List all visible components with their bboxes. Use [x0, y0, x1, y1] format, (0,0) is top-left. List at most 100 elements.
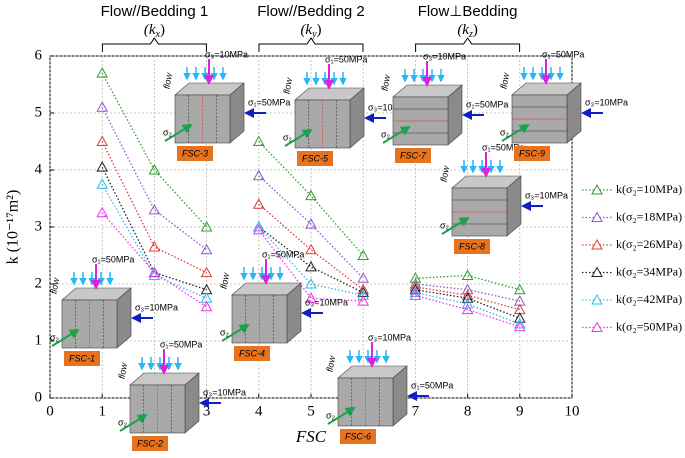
group-label: Flow⊥Bedding [418, 3, 518, 20]
inset-annotation: flow [324, 355, 337, 373]
inset: FSC-5 σ₁=50MPa σ₃=10MPa σ₂ flow [281, 54, 411, 166]
inset-annotation: σ₁=50MPa [325, 54, 367, 64]
inset-annotation: flow [379, 74, 392, 92]
inset-annotation: σ₃=10MPa [135, 302, 178, 312]
group-label: Flow//Bedding 1 [101, 3, 209, 20]
inset-annotation: σ₁=50MPa [466, 99, 508, 109]
sigma2-arrow [51, 328, 80, 347]
y-tick-label: 6 [35, 47, 43, 63]
subscript: z [468, 29, 473, 40]
inset-label-box [64, 351, 100, 366]
data-point [513, 283, 526, 295]
x-axis-title: FSC [295, 427, 327, 446]
y-axis-title: k (10⁻¹⁷m²) [5, 190, 22, 265]
y-tick-label: 5 [35, 104, 43, 120]
data-point [96, 67, 109, 78]
legend-label: k(σ₂=18MPa) [616, 209, 682, 223]
x-tick-label: 7 [412, 403, 420, 419]
inset-annotation: σ₁=50MPa [411, 380, 453, 390]
inset-annotation: flow [498, 72, 511, 90]
data-point [357, 295, 370, 306]
inset-label-box [297, 151, 333, 166]
inset-annotation: σ₃=10MPa [203, 387, 246, 397]
y-tick-label: 3 [35, 218, 43, 234]
data-point [148, 266, 161, 278]
x-tick-label: 8 [464, 403, 472, 419]
inset-label: FSC-7 [400, 150, 427, 160]
inset-annotation: σ₁=50MPa [262, 249, 304, 259]
inset-annotation: flow [48, 277, 61, 295]
legend-label: k(σ₂=10MPa) [616, 182, 682, 196]
data-point [357, 272, 370, 283]
inset-label-box [340, 429, 376, 444]
data-point [513, 317, 526, 329]
data-point [461, 269, 474, 280]
legend-marker [591, 238, 603, 250]
data-point [461, 297, 474, 309]
data-point [200, 220, 213, 232]
inset: FSC-8 σ₁=50MPa σ₃=10MPa σ₂ flow [438, 142, 568, 254]
inset-annotation: σ₁=50MPa [542, 49, 584, 59]
series-line [101, 141, 520, 311]
x-tick-label: 3 [203, 403, 211, 419]
subscript: y [311, 29, 317, 40]
inset-label-box [454, 239, 490, 254]
data-point [305, 277, 317, 289]
data-point [409, 289, 422, 300]
x-tick-label: 0 [46, 403, 54, 419]
inset-label: FSC-6 [345, 431, 371, 441]
inset: FSC-4 σ₁=50MPa σ₃=10MPa σ₂ flow [218, 249, 348, 361]
inset-annotation: σ₂ [500, 127, 510, 137]
legend-marker [591, 293, 603, 305]
data-point [305, 260, 317, 272]
data-point [200, 300, 213, 312]
legend-marker [591, 211, 603, 222]
y-tick-label: 4 [35, 161, 43, 177]
data-point [148, 269, 161, 280]
inset-label: FSC-1 [69, 353, 95, 363]
inset-label-box [395, 148, 431, 163]
group-bracket [258, 37, 364, 52]
suffix: ) [473, 22, 478, 38]
sigma2-arrow [119, 413, 148, 432]
sigma2-arrow [164, 123, 193, 142]
inset: FSC-7 σ₃=10MPa σ₁=50MPa σ₂ flow [379, 51, 508, 163]
inset-annotation: σ₁=50MPa [160, 339, 202, 349]
inset-annotation: flow [281, 77, 294, 95]
data-point [409, 286, 422, 298]
legend-label: k(σ₂=26MPa) [616, 237, 682, 251]
group-symbol: (kx) [144, 22, 165, 40]
inset-annotation: σ₃=10MPa [585, 97, 628, 107]
inset-annotation: σ₃=10MPa [368, 102, 411, 112]
inset: FSC-3 σ₃=10MPa σ₁=50MPa σ₂ flow [161, 49, 290, 161]
inset-annotation: σ₃=10MPa [368, 332, 411, 342]
symbol: (k [300, 22, 312, 38]
inset-label-box [234, 346, 270, 361]
suffix: ) [317, 22, 322, 38]
data-point [252, 135, 265, 146]
x-tick-label: 4 [255, 403, 263, 419]
inset-annotation: σ₁=50MPa [248, 97, 290, 107]
inset-annotation: flow [218, 272, 231, 290]
inset-label: FSC-4 [239, 348, 265, 358]
group-bracket [415, 37, 521, 52]
suffix: ) [160, 22, 165, 38]
data-point [252, 220, 265, 232]
x-tick-label: 10 [565, 403, 580, 419]
data-point [96, 161, 109, 172]
data-point [200, 266, 213, 278]
data-point [357, 283, 370, 295]
inset-label: FSC-8 [459, 241, 485, 251]
data-point [252, 169, 265, 181]
legend-label: k(σ₂=34MPa) [616, 264, 682, 278]
y-tick-label: 1 [35, 332, 43, 348]
labels: k(σ₂=10MPa) k(σ₂=18MPa) k(σ₂=26MPa) k(σ₂=34… [101, 3, 682, 333]
inset-annotation: σ₁=50MPa [482, 142, 524, 152]
group-symbol: (ky) [300, 22, 321, 40]
inset-annotation: flow [438, 165, 451, 183]
inset-annotation: σ₂ [50, 332, 60, 342]
data-point [305, 292, 317, 303]
inset-annotation: σ₃=10MPa [205, 49, 248, 59]
data-point [305, 243, 317, 255]
legend-marker [591, 266, 603, 277]
